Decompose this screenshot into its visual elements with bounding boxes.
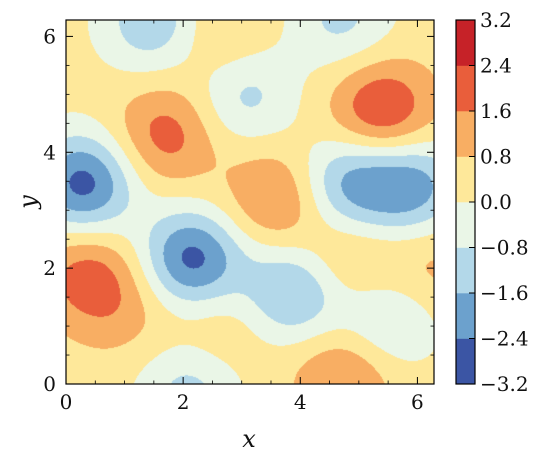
contour-plot-area xyxy=(65,19,435,385)
colorbar-band-1 xyxy=(456,293,475,339)
colorbar-tick-label: −0.8 xyxy=(480,236,529,260)
x-axis-label: x xyxy=(242,425,256,453)
colorbar-band-3 xyxy=(456,202,475,248)
x-tick-label: 2 xyxy=(177,390,190,414)
y-tick-label: 2 xyxy=(43,256,56,280)
y-tick-label: 6 xyxy=(43,24,56,48)
x-tick-label: 6 xyxy=(411,390,424,414)
colorbar-tick-label: −3.2 xyxy=(480,372,529,396)
x-tick-label: 0 xyxy=(60,390,73,414)
colorbar-band-6 xyxy=(456,65,475,112)
colorbar-band-5 xyxy=(456,111,475,157)
colorbar-band-2 xyxy=(456,247,475,294)
colorbar-tick-label: 1.6 xyxy=(480,99,512,123)
colorbar-band-4 xyxy=(456,156,475,203)
colorbar: −3.2 −2.4 −1.6 −0.8 0.0 0.8 1.6 2.4 3.2 xyxy=(455,8,529,396)
y-axis-label: y xyxy=(14,195,42,210)
colorbar-tick-label: −2.4 xyxy=(480,327,529,351)
y-tick-label: 0 xyxy=(43,372,56,396)
colorbar-tick-label: 0.8 xyxy=(480,145,512,169)
y-tick-label: 4 xyxy=(43,140,56,164)
x-axis-ticks: 0 2 4 6 xyxy=(60,20,424,414)
colorbar-tick-label: 3.2 xyxy=(480,8,512,32)
y-axis-ticks: 0 2 4 6 xyxy=(43,24,434,396)
plot-frame xyxy=(65,19,435,385)
colorbar-band-7 xyxy=(456,20,475,66)
x-tick-label: 4 xyxy=(294,390,307,414)
contour-fill xyxy=(66,20,434,384)
colorbar-tick-label: 2.4 xyxy=(480,54,512,78)
colorbar-band-0 xyxy=(456,338,475,385)
colorbar-tick-label: 0.0 xyxy=(480,190,512,214)
colorbar-tick-label: −1.6 xyxy=(480,281,529,305)
